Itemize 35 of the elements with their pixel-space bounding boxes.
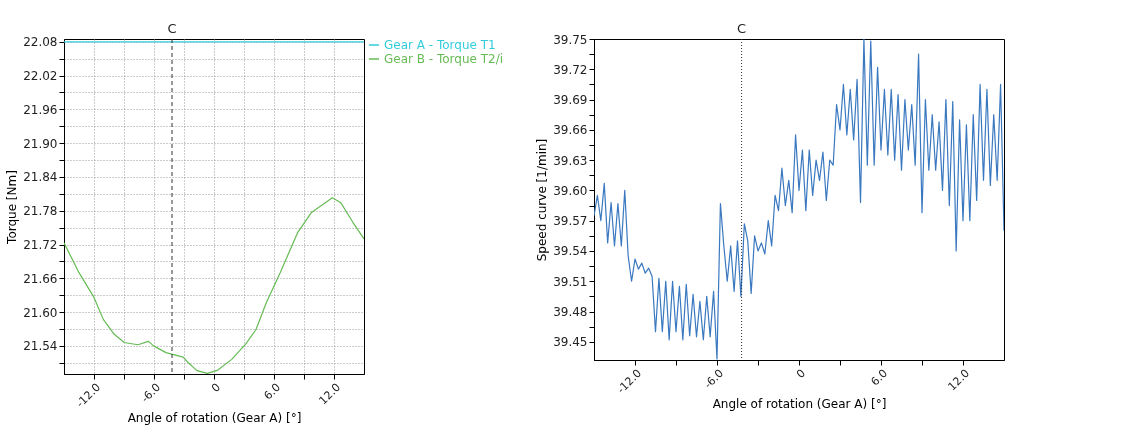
y-tick-label: 21.72	[23, 238, 58, 252]
legend-label: Gear B - Torque T2/i	[384, 52, 504, 66]
x-tick-label: -6.0	[138, 380, 163, 406]
y-tick-label: 22.02	[23, 69, 58, 84]
y-tick-label: 22.08	[23, 35, 58, 50]
y-tick-label: 21.84	[23, 170, 58, 185]
y-tick-label: 39.54	[553, 244, 588, 259]
y-tick-label: 39.48	[553, 305, 588, 320]
x-axis-title: Angle of rotation (Gear A) [°]	[127, 411, 302, 426]
legend-label: Gear A - Torque T1	[384, 38, 496, 52]
y-tick-label: 39.75	[553, 32, 588, 47]
y-tick-label: 39.72	[553, 62, 588, 77]
y-tick-label: 21.90	[23, 136, 58, 151]
y-tick-label: 21.60	[23, 305, 58, 320]
x-tick-label: 0	[208, 380, 223, 395]
y-tick-label: 21.66	[23, 271, 58, 286]
ref-line-label: C	[167, 21, 177, 36]
y-axis-title: Torque [Nm]	[5, 170, 20, 245]
y-tick-label: 21.96	[23, 102, 58, 117]
y-tick-label: 39.63	[553, 153, 588, 168]
ref-line-label: C	[737, 21, 747, 36]
y-tick-label: 39.60	[553, 183, 588, 198]
y-tick-label: 39.51	[553, 274, 588, 289]
x-tick-label: 6.0	[868, 366, 890, 389]
x-tick-label: -6.0	[701, 366, 726, 392]
y-tick-label: 39.69	[553, 93, 588, 108]
y-tick-label: 39.45	[553, 335, 588, 350]
x-tick-label: 6.0	[261, 380, 283, 403]
y-tick-label: 39.66	[553, 123, 588, 138]
y-tick-label: 39.57	[553, 214, 588, 229]
y-axis-title: Speed curve [1/min]	[535, 138, 550, 262]
x-tick-label: 0	[793, 366, 808, 381]
x-axis-title: Angle of rotation (Gear A) [°]	[712, 397, 887, 412]
y-tick-label: 21.54	[23, 339, 58, 354]
y-tick-label: 21.78	[23, 204, 58, 219]
